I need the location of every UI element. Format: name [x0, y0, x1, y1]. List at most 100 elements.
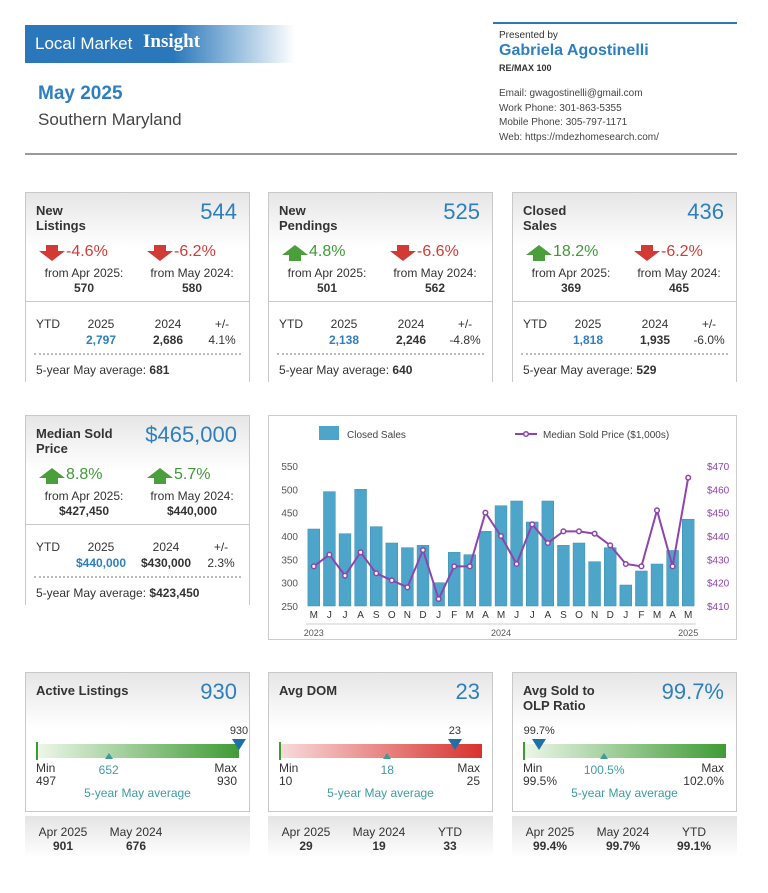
x-tick-label: M: [684, 610, 692, 621]
max-label: Max: [457, 761, 480, 775]
footer-value: 29: [299, 839, 313, 853]
line-point: [373, 570, 380, 577]
card-title: Active Listings: [36, 683, 129, 698]
bar: [666, 550, 679, 607]
line-point: [388, 577, 395, 584]
stat-card: Closed Sales 436 18.2% from Apr 2025: 369 -6.…: [512, 192, 737, 382]
card-title: Median Sold Price: [36, 426, 113, 456]
footer-label: YTD: [682, 825, 706, 839]
average-caption: 5-year May average: [571, 786, 678, 800]
line-point: [575, 528, 583, 535]
y-tick-label: 250: [281, 602, 298, 613]
change-base: 562: [424, 281, 446, 295]
y-tick-label: 300: [281, 579, 298, 590]
x-tick-label: J: [436, 610, 441, 621]
ytd-header: +/-: [213, 540, 229, 554]
card-value: 930: [200, 679, 237, 704]
ytd-value: $430,000: [140, 556, 192, 570]
max-value: 25: [466, 774, 480, 788]
line-point: [544, 539, 551, 547]
brand-bold: Insight: [143, 31, 201, 52]
ytd-value: 2,246: [395, 333, 427, 347]
change-pct: -6.6%: [417, 243, 459, 260]
report-date: May 2025: [38, 83, 123, 104]
card-value: 436: [687, 199, 724, 224]
y2-tick-label: $420: [707, 579, 730, 590]
y2-tick-label: $430: [707, 555, 730, 566]
ytd-label: YTD: [36, 317, 60, 331]
card-divider: [26, 301, 249, 302]
footer-label: YTD: [438, 825, 462, 839]
card-title: Avg Sold to OLP Ratio: [523, 683, 595, 713]
gauge-start: [279, 742, 281, 760]
legend-label: Median Sold Price ($1,000s): [543, 430, 669, 441]
footer-value: 99.7%: [605, 839, 641, 853]
average-caption: 5-year May average: [327, 786, 434, 800]
average-value: 100.5%: [583, 763, 625, 777]
change-from: from Apr 2025:: [531, 266, 611, 280]
min-label: Min: [36, 761, 56, 775]
line-point: [404, 584, 411, 591]
line-point: [326, 551, 333, 558]
contact-line: Mobile Phone: 305-797-1171: [499, 117, 628, 128]
footer-label: Apr 2025: [281, 825, 331, 839]
dotted-rule: [521, 353, 728, 355]
x-tick-label: D: [607, 610, 614, 621]
ytd-header: +/-: [457, 317, 473, 331]
min-value: 99.5%: [523, 774, 558, 788]
contact-line: Web: https://mdezhomesearch.com/: [499, 131, 659, 143]
arrow-down: [634, 245, 660, 261]
ytd-label: YTD: [523, 317, 547, 331]
arrow-shape: [39, 245, 65, 261]
arrow-shape: [634, 245, 660, 261]
gauge-bar: [523, 744, 726, 758]
ytd-section: [513, 302, 736, 382]
max-label: Max: [701, 761, 724, 775]
change-row: -6.6%: [390, 243, 480, 263]
ytd-value: 1,935: [639, 333, 671, 347]
legend-swatch: [319, 426, 339, 440]
min-value: 497: [36, 774, 57, 788]
line-point: [685, 474, 692, 481]
arrow-shape: [147, 245, 173, 261]
average-caption: 5-year May average: [84, 786, 191, 800]
ytd-header: 2025: [87, 317, 115, 331]
change-row: 4.8%: [282, 243, 372, 263]
card-value: 99.7%: [661, 679, 724, 704]
gauge-footer: Apr 2025 901 May 2024 676: [25, 816, 250, 858]
ytd-header: 2024: [397, 317, 425, 331]
stat-card: New Pendings 525 4.8% from Apr 2025: 501 -6.6…: [268, 192, 493, 382]
bar: [588, 561, 601, 607]
bar: [416, 545, 430, 607]
bar: [401, 547, 414, 607]
min-label: Min: [279, 761, 299, 775]
legend-label: Closed Sales: [347, 430, 406, 441]
gauge-start: [36, 742, 38, 760]
average-label: 5-year May average:: [36, 363, 147, 377]
max-value: 102.0%: [683, 774, 724, 788]
y2-tick-label: $440: [707, 532, 730, 543]
line-point: [560, 528, 567, 535]
x-tick-label: J: [530, 610, 535, 621]
year-label: 2025: [678, 628, 698, 638]
max-label: Max: [214, 761, 237, 775]
year-label: 2023: [304, 628, 324, 638]
bar: [650, 563, 664, 607]
dotted-rule: [34, 576, 241, 578]
header-banner: Local Market Insight: [25, 25, 295, 63]
change-base: $440,000: [166, 504, 218, 518]
change-row: -6.2%: [147, 243, 237, 263]
ytd-header: +/-: [701, 317, 717, 331]
line-point: [357, 549, 364, 556]
change-pct: 5.7%: [174, 466, 211, 483]
ytd-value: -6.0%: [693, 333, 725, 347]
current-label: 930: [229, 725, 249, 737]
card-title: New Listings: [36, 203, 86, 233]
bar: [385, 542, 398, 607]
arrow-down: [147, 245, 173, 261]
current-marker: [447, 739, 462, 750]
contact-line: Email: gwagostinelli@gmail.com: [499, 88, 643, 99]
bar: [354, 489, 367, 607]
line-point: [529, 521, 536, 528]
ytd-value: 2.3%: [207, 556, 235, 570]
